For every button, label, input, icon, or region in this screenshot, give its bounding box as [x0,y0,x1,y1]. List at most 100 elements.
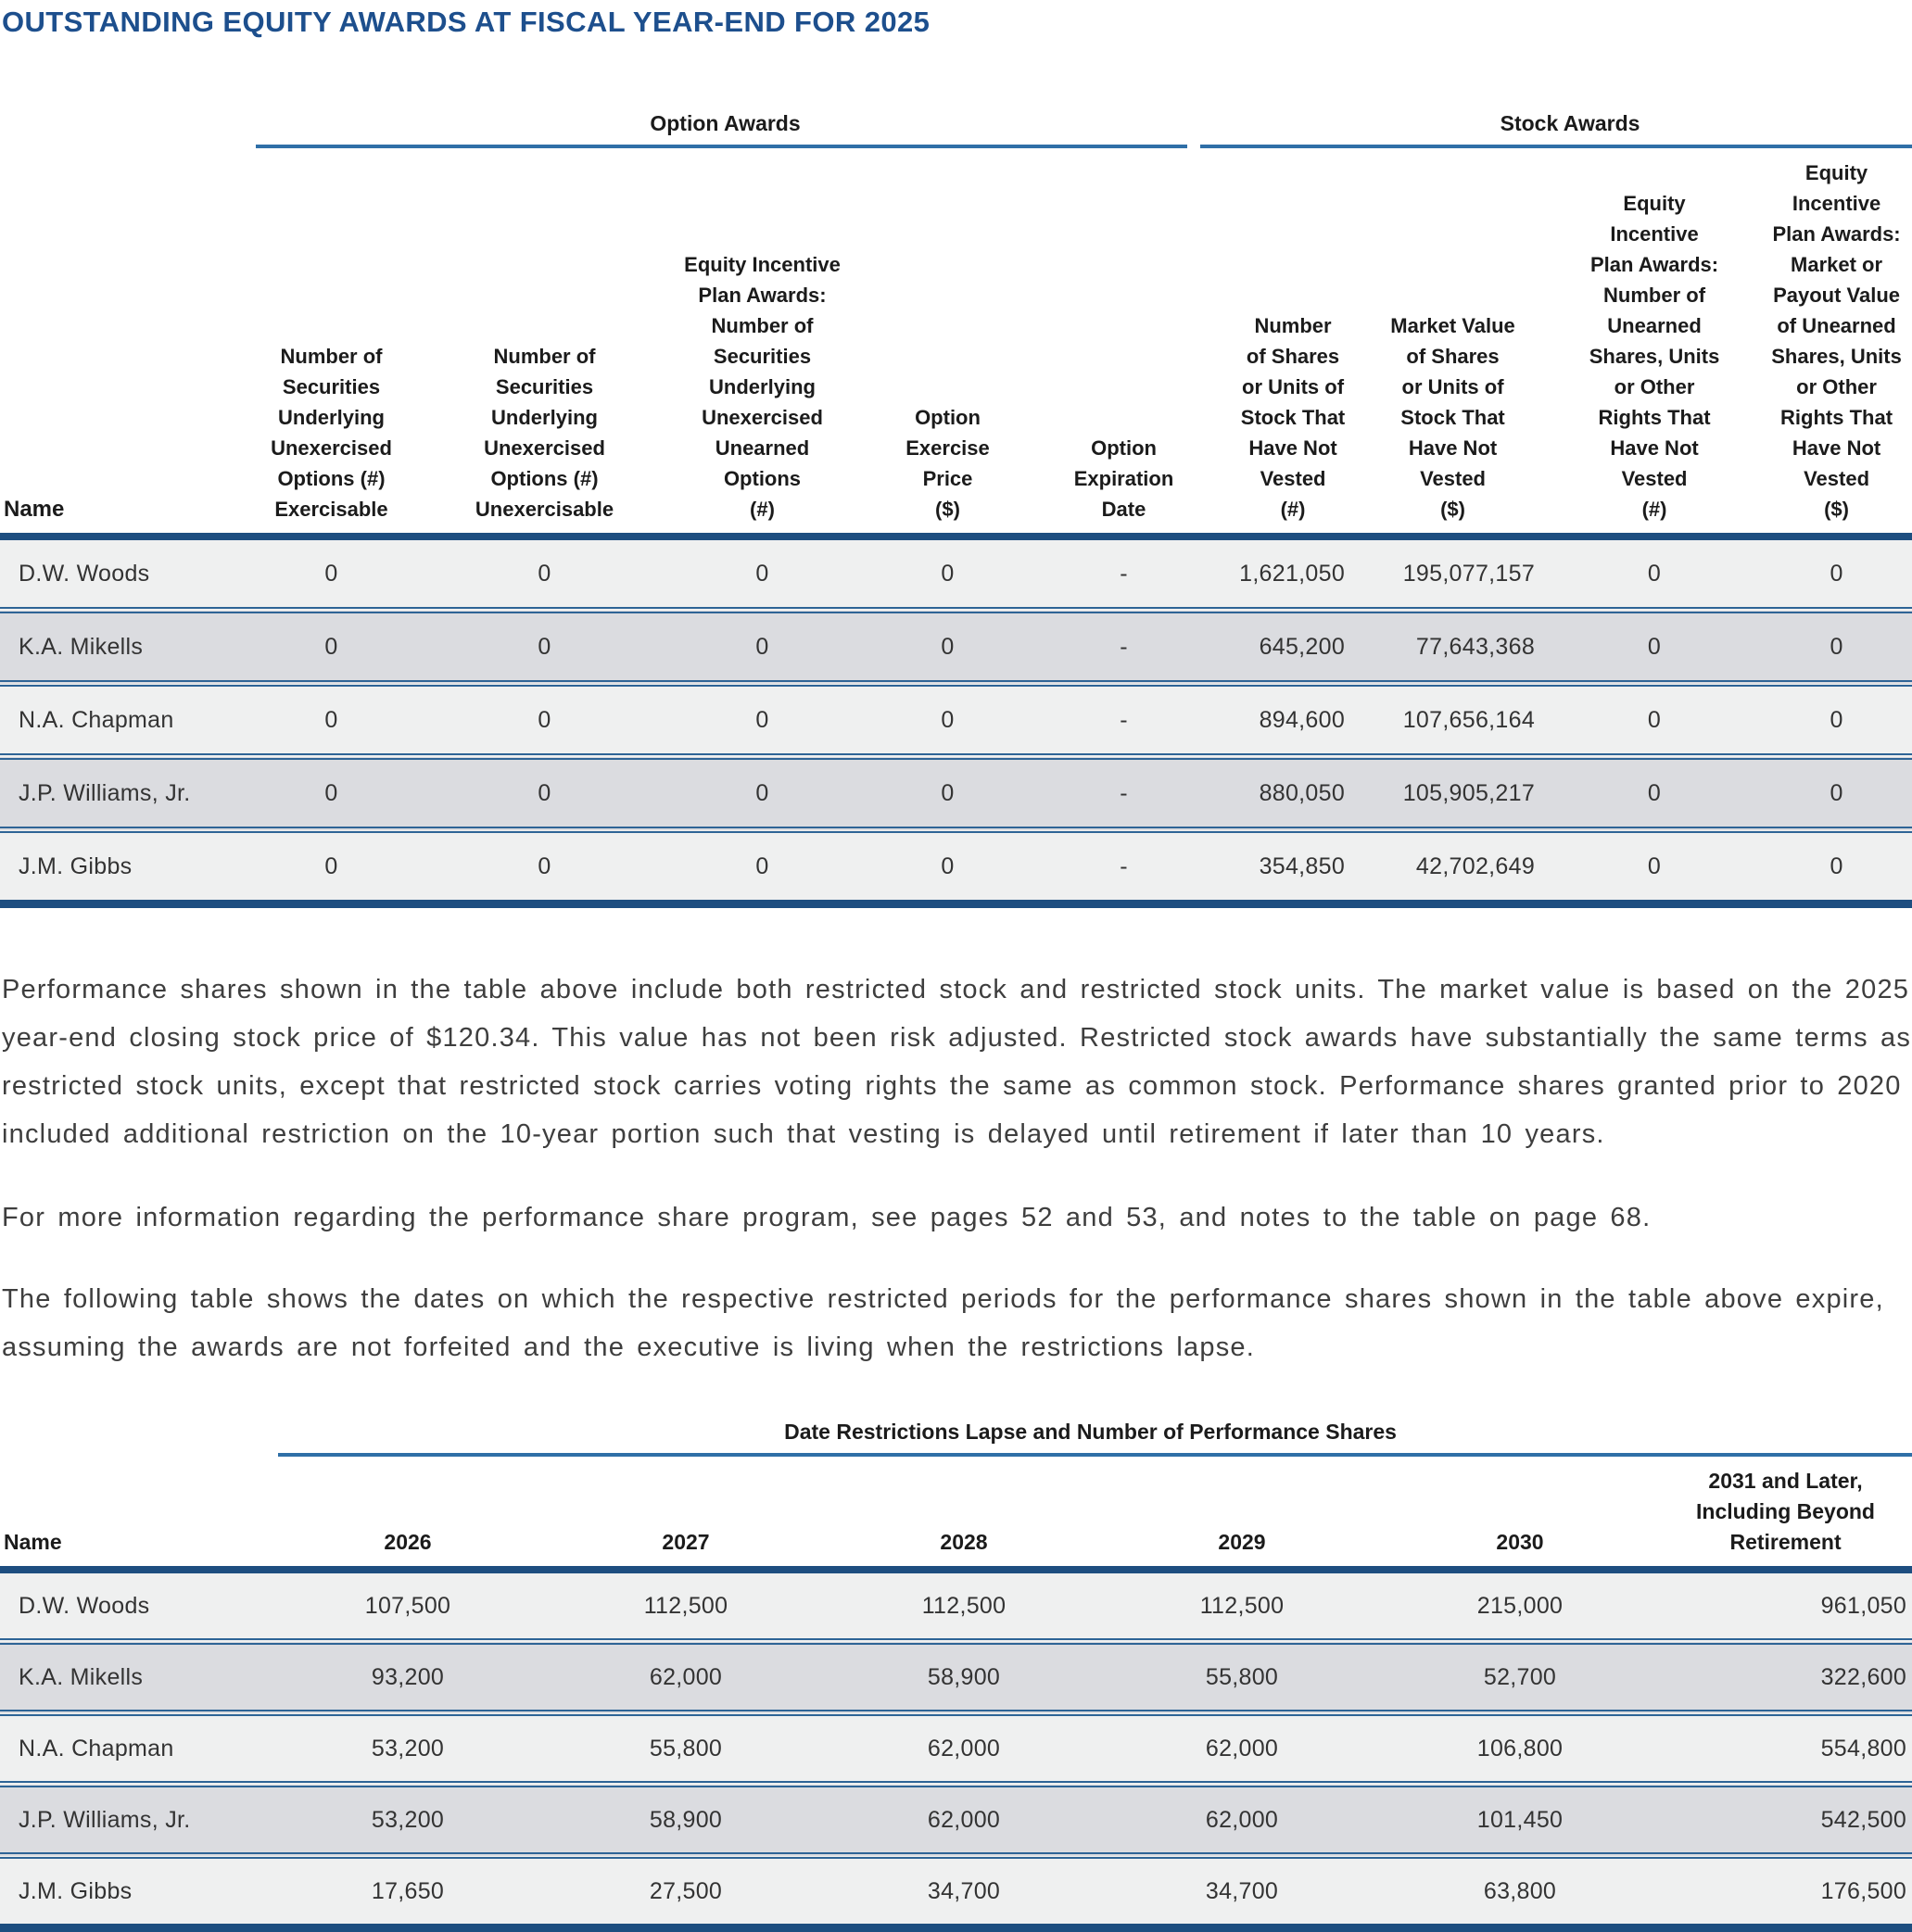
row-name: N.A. Chapman [19,706,174,733]
column-header: 2030 [1381,1457,1659,1573]
cell: 0 [324,779,338,806]
equity-awards-table: Option Awards Stock Awards Name Number o… [0,98,1912,908]
cell: 0 [755,852,769,879]
paragraph-performance-shares: Performance shares shown in the table ab… [2,975,1912,1149]
cell: 645,200 [1259,633,1346,660]
cell: 107,656,164 [1402,706,1536,733]
column-header: Equity Incentive Plan Awards: Number of … [649,148,876,540]
option-awards-label: Option Awards [650,111,801,135]
row-name: J.M. Gibbs [19,852,133,879]
group-header-row: Option Awards Stock Awards [0,98,1912,148]
cell: 34,700 [1205,1877,1279,1904]
cell: 42,702,649 [1415,852,1536,879]
cell: 0 [755,779,769,806]
table-row: J.P. Williams, Jr. 0 0 0 0 - 880,050 105… [0,756,1912,830]
row-name: K.A. Mikells [19,633,144,660]
cell: 354,850 [1259,852,1346,879]
cell: 0 [941,706,955,733]
cell: - [1120,852,1128,879]
cell: 112,500 [921,1592,1007,1619]
column-header-row: Name Number of Securities Underlying Une… [0,148,1912,540]
cell: 0 [1830,633,1843,660]
cell: 52,700 [1483,1663,1557,1690]
cell: 101,450 [1476,1806,1564,1833]
cell: 53,200 [371,1735,445,1762]
cell: 0 [324,852,338,879]
cell: 0 [1647,633,1662,660]
cell: 58,900 [927,1663,1001,1690]
stock-awards-label: Stock Awards [1500,111,1640,135]
column-header: 2026 [269,1457,547,1573]
row-name: D.W. Woods [19,1592,150,1619]
cell: 62,000 [927,1806,1001,1833]
cell: 0 [538,560,551,587]
table-row: J.P. Williams, Jr. 53,200 58,900 62,000 … [0,1784,1912,1856]
group-spacer [0,1407,269,1457]
cell: 0 [538,633,551,660]
cell: 0 [1830,706,1843,733]
column-header: Market Value of Shares or Units of Stock… [1358,148,1549,540]
row-name: J.P. Williams, Jr. [19,779,191,806]
cell: 1,621,050 [1239,560,1346,587]
column-header: 2027 [547,1457,825,1573]
cell: - [1120,560,1128,587]
cell: 0 [755,706,769,733]
cell: 0 [1647,779,1662,806]
cell: 62,000 [649,1663,723,1690]
column-header: Number of Securities Underlying Unexerci… [440,148,649,540]
cell: 0 [1647,852,1662,879]
row-name: N.A. Chapman [19,1735,174,1762]
cell: 62,000 [927,1735,1001,1762]
row-name: D.W. Woods [19,560,150,587]
cell: 77,643,368 [1415,633,1536,660]
cell: 55,800 [649,1735,723,1762]
cell: 554,800 [1820,1735,1907,1762]
cell: 0 [324,706,338,733]
table-row: D.W. Woods 107,500 112,500 112,500 112,5… [0,1570,1912,1642]
cell: 0 [324,633,338,660]
table-row: K.A. Mikells 93,200 62,000 58,900 55,800… [0,1641,1912,1713]
table-row: N.A. Chapman 53,200 55,800 62,000 62,000… [0,1712,1912,1785]
column-header: Number of Shares or Units of Stock That … [1228,148,1359,540]
cell: 0 [538,852,551,879]
table-row: N.A. Chapman 0 0 0 0 - 894,600 107,656,1… [0,683,1912,757]
cell: 894,600 [1259,706,1346,733]
cell: 0 [941,779,955,806]
cell: 0 [941,560,955,587]
row-name: K.A. Mikells [19,1663,144,1690]
cell: 0 [1830,852,1843,879]
cell: 0 [941,633,955,660]
column-header: Equity Incentive Plan Awards: Market or … [1761,148,1912,540]
cell: 195,077,157 [1402,560,1536,587]
cell: 112,500 [1199,1592,1285,1619]
paragraph-more-information: For more information regarding the perfo… [2,1203,1652,1232]
paragraph-following-table: The following table shows the dates on w… [2,1284,1884,1362]
column-header-name: Name [0,1457,269,1573]
cell: 542,500 [1820,1806,1907,1833]
column-header: Option Expiration Date [1019,148,1229,540]
column-header: Equity Incentive Plan Awards: Number of … [1548,148,1762,540]
cell: 17,650 [371,1877,445,1904]
option-awards-rule [256,145,1188,148]
date-restrictions-rule [278,1453,1912,1457]
cell: 0 [755,633,769,660]
cell: 106,800 [1476,1735,1564,1762]
group-option-awards: Option Awards [222,98,1228,148]
cell: 53,200 [371,1806,445,1833]
cell: 112,500 [643,1592,728,1619]
cell: 0 [1830,779,1843,806]
group-spacer [0,98,222,148]
cell: - [1120,633,1128,660]
date-restrictions-lapse-table: Date Restrictions Lapse and Number of Pe… [0,1407,1912,1932]
cell: 0 [324,560,338,587]
cell: 0 [1647,560,1662,587]
column-header-row: Name 2026 2027 2028 2029 2030 2031 and L… [0,1457,1912,1573]
column-header: 2029 [1103,1457,1381,1573]
cell: 34,700 [927,1877,1001,1904]
column-header: Option Exercise Price ($) [876,148,1019,540]
cell: 0 [538,779,551,806]
cell: - [1120,779,1128,806]
stock-awards-rule [1200,145,1912,148]
cell: 176,500 [1820,1877,1907,1904]
